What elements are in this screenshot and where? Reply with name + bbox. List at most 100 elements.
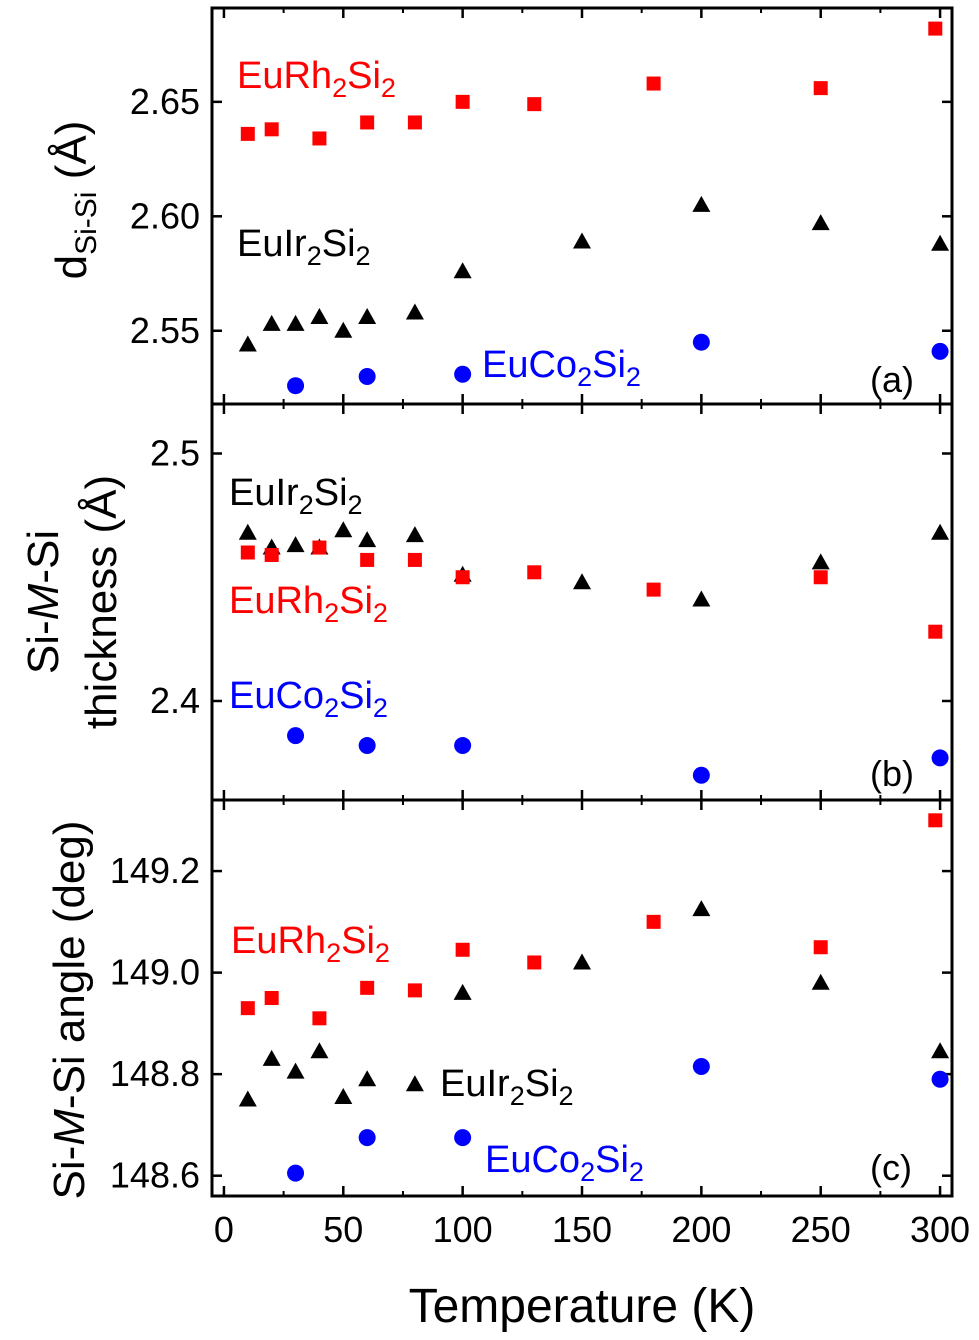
y-tick-label: 149.2 xyxy=(110,850,200,891)
data-point-EuIr2Si2 xyxy=(453,983,472,1000)
panel-tag: (c) xyxy=(870,1147,912,1188)
data-point-EuIr2Si2 xyxy=(358,1070,377,1087)
data-point-EuCo2Si2 xyxy=(358,368,376,386)
data-point-EuIr2Si2 xyxy=(931,523,950,540)
data-point-EuRh2Si2 xyxy=(407,115,422,130)
series-label-EuCo2Si2: EuCo2Si2 xyxy=(482,344,641,392)
series-EuIr2Si2 xyxy=(238,900,950,1107)
series-EuIr2Si2 xyxy=(238,195,950,352)
data-point-EuIr2Si2 xyxy=(310,1042,329,1059)
data-point-EuRh2Si2 xyxy=(455,570,470,585)
data-point-EuIr2Si2 xyxy=(286,536,305,553)
data-point-EuIr2Si2 xyxy=(931,1042,950,1059)
y-tick-label: 149.0 xyxy=(110,952,200,993)
data-point-EuIr2Si2 xyxy=(262,1049,281,1066)
series-EuCo2Si2 xyxy=(287,1058,949,1182)
x-tick-label: 50 xyxy=(323,1209,363,1250)
data-point-EuRh2Si2 xyxy=(527,955,542,970)
data-point-EuIr2Si2 xyxy=(310,308,329,325)
data-point-EuRh2Si2 xyxy=(813,940,828,955)
data-point-EuIr2Si2 xyxy=(334,521,353,538)
data-point-EuRh2Si2 xyxy=(264,991,279,1005)
data-point-EuRh2Si2 xyxy=(928,624,943,639)
data-point-EuIr2Si2 xyxy=(573,232,591,249)
data-point-EuCo2Si2 xyxy=(454,1129,472,1147)
data-point-EuIr2Si2 xyxy=(238,523,257,540)
data-point-EuCo2Si2 xyxy=(692,766,710,784)
y-axis-title-a: dSi-Si (Å) xyxy=(47,121,103,280)
data-point-EuRh2Si2 xyxy=(813,570,828,585)
data-point-EuCo2Si2 xyxy=(287,377,305,395)
data-point-EuRh2Si2 xyxy=(455,94,470,109)
panel-b: 2.4 2.5 EuIr2Si2 EuRh2Si2 EuCo2Si2 (b) xyxy=(150,402,954,802)
data-point-EuCo2Si2 xyxy=(931,1070,949,1088)
data-point-EuRh2Si2 xyxy=(360,552,375,567)
data-point-EuRh2Si2 xyxy=(240,1001,255,1016)
y-tick-label: 148.8 xyxy=(110,1053,200,1094)
data-point-EuIr2Si2 xyxy=(573,573,591,590)
data-point-EuIr2Si2 xyxy=(811,214,830,231)
data-point-EuCo2Si2 xyxy=(454,737,472,755)
data-point-EuIr2Si2 xyxy=(262,314,281,331)
data-point-EuRh2Si2 xyxy=(312,131,327,146)
series-EuRh2Si2 xyxy=(240,540,943,639)
data-point-EuRh2Si2 xyxy=(527,97,542,112)
data-point-EuIr2Si2 xyxy=(358,531,377,548)
data-point-EuRh2Si2 xyxy=(264,547,279,562)
y-tick-label: 2.65 xyxy=(130,81,200,122)
data-point-EuRh2Si2 xyxy=(646,582,661,597)
data-point-EuRh2Si2 xyxy=(407,552,422,567)
y-tick-label: 2.5 xyxy=(150,433,200,474)
data-point-EuCo2Si2 xyxy=(692,333,710,351)
data-point-EuCo2Si2 xyxy=(931,749,949,767)
data-point-EuIr2Si2 xyxy=(334,321,353,338)
series-label-EuIr2Si2: EuIr2Si2 xyxy=(440,1063,574,1111)
data-point-EuRh2Si2 xyxy=(360,115,375,130)
data-point-EuIr2Si2 xyxy=(238,1090,257,1107)
data-point-EuRh2Si2 xyxy=(312,540,327,555)
data-point-EuRh2Si2 xyxy=(264,122,279,137)
data-point-EuRh2Si2 xyxy=(928,21,943,36)
data-point-EuIr2Si2 xyxy=(405,303,424,320)
data-point-EuCo2Si2 xyxy=(287,727,305,745)
data-point-EuRh2Si2 xyxy=(646,914,661,929)
panel-tag: (a) xyxy=(870,359,914,400)
data-point-EuCo2Si2 xyxy=(358,737,376,755)
data-point-EuRh2Si2 xyxy=(360,980,375,995)
x-axis-title: Temperature (K) xyxy=(409,1280,756,1333)
x-tick-labels: 0 50 100 150 200 250 300 xyxy=(214,1209,970,1250)
series-EuRh2Si2 xyxy=(240,21,943,146)
data-point-EuCo2Si2 xyxy=(454,365,472,383)
data-point-EuIr2Si2 xyxy=(358,308,377,325)
x-tick-label: 0 xyxy=(214,1209,234,1250)
y-axis-title-c: Si-M-Si angle (deg) xyxy=(45,820,94,1199)
y-tick-label: 2.55 xyxy=(130,310,200,351)
x-tick-label: 200 xyxy=(671,1209,731,1250)
data-point-EuRh2Si2 xyxy=(312,1011,327,1026)
series-EuCo2Si2 xyxy=(287,727,949,784)
data-point-EuRh2Si2 xyxy=(240,545,255,560)
series-label-EuRh2Si2: EuRh2Si2 xyxy=(229,580,388,628)
x-tick-label: 300 xyxy=(910,1209,970,1250)
x-tick-label: 250 xyxy=(791,1209,851,1250)
y-axis-title-b-line1: Si-M-Si xyxy=(19,530,68,674)
series-EuRh2Si2 xyxy=(240,813,943,1026)
data-point-EuIr2Si2 xyxy=(573,953,591,970)
data-point-EuRh2Si2 xyxy=(240,126,255,141)
data-point-EuRh2Si2 xyxy=(646,76,661,91)
series-label-EuIr2Si2: EuIr2Si2 xyxy=(229,472,363,520)
y-tick-label: 2.4 xyxy=(150,680,200,721)
panel-frame xyxy=(210,798,954,1198)
panel-tag: (b) xyxy=(870,753,914,794)
data-point-EuIr2Si2 xyxy=(405,1075,424,1092)
data-point-EuIr2Si2 xyxy=(286,1062,305,1079)
data-point-EuCo2Si2 xyxy=(358,1129,376,1147)
data-point-EuIr2Si2 xyxy=(811,973,830,990)
x-tick-label: 100 xyxy=(433,1209,493,1250)
panel-c: 148.6 148.8 149.0 149.2 EuRh2Si2 EuIr2Si2 EuCo… xyxy=(110,798,954,1198)
data-point-EuIr2Si2 xyxy=(692,195,711,212)
data-point-EuIr2Si2 xyxy=(453,262,472,279)
data-point-EuIr2Si2 xyxy=(238,335,257,352)
data-point-EuIr2Si2 xyxy=(405,526,424,543)
